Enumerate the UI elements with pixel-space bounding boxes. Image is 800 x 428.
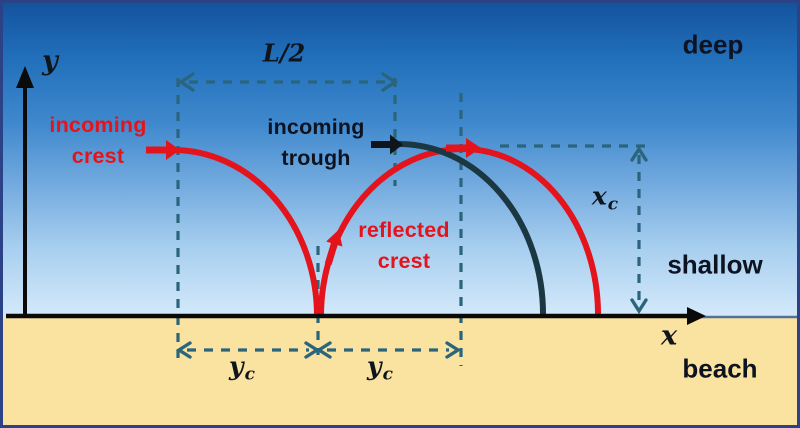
arrowhead-left-icon [315,341,332,359]
yc-base: y [367,351,382,381]
incoming-crest-direction-arrow-icon [146,140,180,160]
arrowhead-right-icon [381,72,399,92]
reflected-crest-direction-arrow-icon [446,138,481,158]
arrowhead-left-icon [175,341,192,359]
xc-subscript: c [607,194,619,215]
incoming-trough-line1: incoming [267,115,365,139]
incoming-crest-label: incoming crest [49,110,146,172]
arrowhead-down-icon [630,298,648,315]
diagram-geometry [6,66,797,366]
reflected-crest-label: reflected crest [358,215,449,277]
incoming-trough-line2: trough [281,146,351,170]
region-label-deep: deep [682,29,744,60]
incoming-crest-line1: incoming [49,113,147,137]
arrowhead-right-icon [445,341,462,359]
dimension-dashed-lines [176,78,651,366]
water-gradient-background [3,3,797,318]
x-axis-label: x [660,320,678,352]
xc-base: x [591,181,607,211]
incoming-trough-curve [398,141,546,315]
beach-sand-region [3,318,797,425]
yc-subscript: c [244,364,255,385]
region-label-shallow: shallow [667,249,763,280]
incoming-crest-curve [172,147,320,317]
arrowhead-up-icon [630,145,648,162]
yc-subscript: c [382,364,393,385]
incoming-crest-line2: crest [71,144,125,168]
x-axis-arrowhead-icon [687,307,706,325]
yc-base: y [229,351,244,381]
reflected-crest-up-arrow-icon [324,229,343,266]
yc-left-distance-label: yc [229,352,255,385]
half-wavelength-label: L/2 [262,38,306,68]
reflected-crest-line2: crest [377,249,431,273]
arrowhead-left-icon [177,72,195,92]
y-axis-arrowhead-icon [16,66,34,88]
xc-distance-label: xc [592,182,618,215]
dimension-arrowheads [175,72,648,359]
yc-right-distance-label: yc [367,352,393,385]
reflected-crest-line1: reflected [358,218,450,242]
region-label-beach: beach [682,353,758,384]
incoming-trough-direction-arrow-icon [371,134,403,155]
y-axis-label: y [42,45,58,77]
incoming-trough-label: incoming trough [267,112,364,174]
